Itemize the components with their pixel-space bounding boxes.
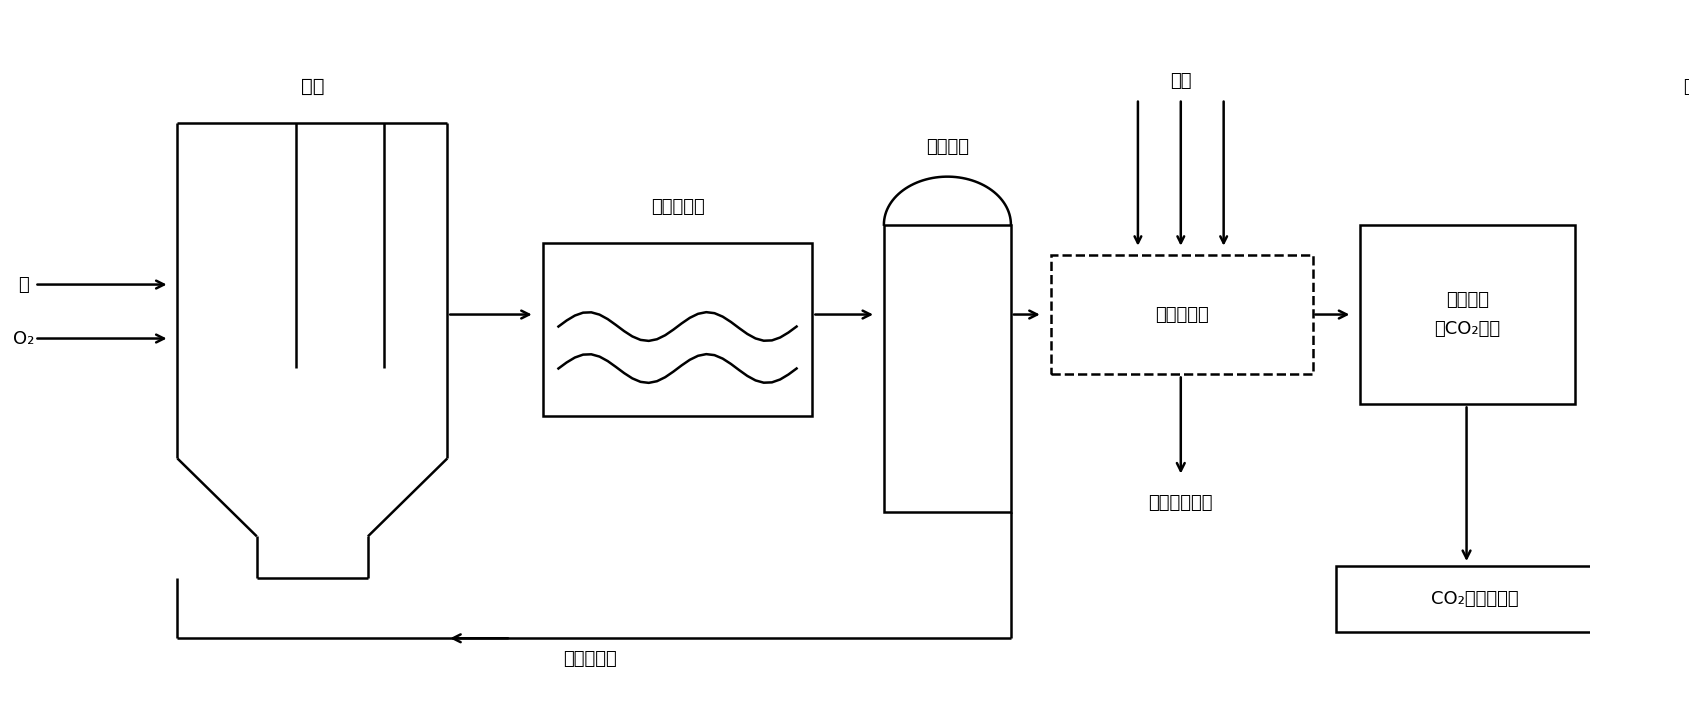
Bar — [1360, 225, 1574, 405]
Text: 煤: 煤 — [19, 276, 29, 294]
Text: 脱硫装置: 脱硫装置 — [926, 138, 969, 156]
Text: 光照: 光照 — [1170, 72, 1191, 90]
Bar — [542, 243, 812, 416]
Text: 静电除尘器: 静电除尘器 — [650, 198, 704, 215]
Text: 烟气干燥: 烟气干燥 — [1446, 291, 1488, 309]
Text: 甲醇等有机物: 甲醇等有机物 — [1149, 494, 1213, 513]
Text: 烟气再循环: 烟气再循环 — [564, 650, 616, 668]
Text: 烟囱: 烟囱 — [1682, 78, 1689, 96]
Text: 锅炉: 锅炉 — [301, 78, 324, 96]
Text: 和CO₂压缩: 和CO₂压缩 — [1434, 320, 1500, 338]
Text: O₂: O₂ — [14, 330, 34, 347]
Bar — [1336, 566, 1615, 632]
Text: CO₂压缩和储存: CO₂压缩和储存 — [1432, 590, 1518, 608]
Bar — [883, 225, 1012, 513]
Text: 光催化装置: 光催化装置 — [1155, 305, 1208, 323]
Bar — [1051, 254, 1312, 375]
